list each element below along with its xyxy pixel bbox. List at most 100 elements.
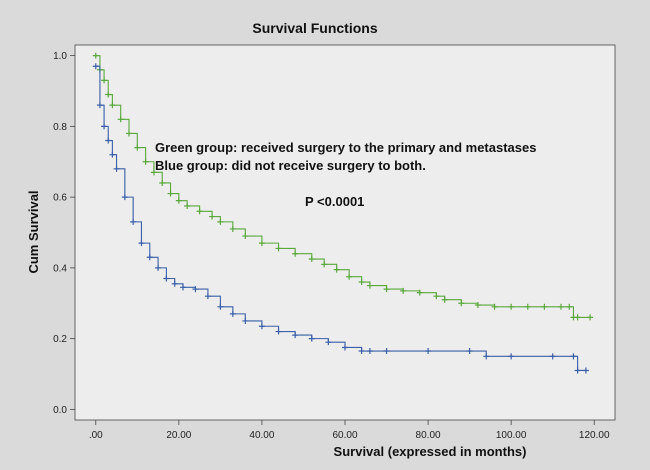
censor-mark-1	[171, 280, 178, 287]
censor-mark-1	[292, 332, 299, 339]
x-tick-label: 120.00	[579, 430, 610, 441]
censor-mark-0	[333, 266, 340, 273]
chart-title: Survival Functions	[252, 20, 377, 36]
censor-mark-0	[458, 300, 465, 307]
y-tick-label: 0.6	[53, 193, 67, 204]
censor-mark-0	[474, 302, 481, 309]
censor-mark-0	[159, 179, 166, 186]
plot-area	[74, 44, 616, 421]
censor-mark-0	[242, 233, 249, 240]
x-axis-label: Survival (expressed in months)	[334, 444, 527, 459]
censor-mark-1	[192, 286, 199, 293]
censor-mark-0	[258, 240, 265, 247]
censor-mark-0	[383, 286, 390, 293]
censor-mark-1	[163, 275, 170, 282]
censor-mark-1	[105, 137, 112, 144]
x-tick-label: 20.00	[166, 430, 191, 441]
censor-mark-1	[570, 353, 577, 360]
censor-mark-1	[217, 303, 224, 310]
censor-mark-0	[167, 190, 174, 197]
censor-mark-1	[508, 353, 515, 360]
censor-mark-0	[184, 202, 191, 209]
censor-mark-0	[366, 282, 373, 289]
censor-mark-0	[346, 273, 353, 280]
censor-mark-0	[126, 130, 132, 137]
x-tick-label: 80.00	[416, 430, 441, 441]
censor-mark-0	[217, 218, 224, 225]
y-tick-label: 0.0	[53, 405, 67, 416]
censor-mark-0	[229, 225, 236, 232]
censor-mark-1	[229, 310, 236, 317]
censor-mark-0	[574, 314, 581, 321]
censor-mark-0	[441, 296, 448, 303]
censor-mark-1	[549, 353, 556, 360]
censor-mark-1	[483, 353, 490, 360]
annotation-blue-group: Blue group: did not receive surgery to b…	[155, 158, 426, 173]
censor-mark-0	[400, 287, 407, 294]
censor-mark-0	[275, 245, 282, 252]
y-axis-label: Cum Survival	[26, 190, 41, 273]
censor-mark-1	[242, 317, 249, 324]
censor-mark-1	[109, 151, 116, 158]
censor-mark-0	[308, 256, 315, 263]
x-tick-label: .00	[89, 430, 103, 441]
censor-mark-1	[308, 335, 315, 342]
censor-mark-1	[582, 367, 589, 374]
censor-mark-0	[508, 303, 515, 310]
censor-mark-0	[558, 303, 564, 310]
censor-mark-0	[101, 77, 108, 84]
censor-mark-1	[146, 254, 153, 261]
censor-mark-1	[204, 293, 211, 300]
censor-mark-1	[138, 240, 145, 247]
censor-mark-1	[180, 284, 186, 291]
censor-mark-0	[433, 293, 440, 300]
censor-mark-1	[325, 339, 332, 346]
censor-mark-1	[258, 323, 265, 330]
censor-mark-0	[150, 169, 157, 176]
annotation-p-value: P <0.0001	[305, 194, 364, 209]
censor-mark-0	[416, 289, 423, 296]
annotation-green-group: Green group: received surgery to the pri…	[155, 140, 536, 155]
censor-mark-1	[96, 102, 103, 109]
censor-mark-1	[574, 367, 581, 374]
x-tick-label: 100.00	[496, 430, 527, 441]
censor-mark-0	[142, 158, 149, 165]
censor-mark-0	[196, 208, 203, 215]
censor-mark-0	[358, 279, 365, 286]
censor-mark-0	[292, 250, 299, 257]
censor-mark-1	[130, 218, 137, 225]
censor-mark-0	[541, 303, 548, 310]
censor-mark-0	[209, 213, 216, 220]
y-tick-label: 0.4	[53, 263, 67, 274]
censor-mark-1	[121, 194, 128, 201]
censor-mark-0	[587, 314, 594, 321]
censor-mark-0	[566, 303, 573, 310]
censor-mark-0	[321, 261, 328, 268]
censor-mark-0	[175, 197, 182, 204]
censor-mark-1	[92, 63, 99, 70]
censor-mark-1	[342, 344, 348, 351]
censor-mark-0	[109, 102, 116, 109]
censor-mark-0	[491, 303, 498, 310]
censor-mark-0	[117, 116, 124, 123]
censor-mark-1	[366, 348, 373, 355]
censor-mark-1	[155, 264, 162, 271]
y-tick-label: 0.2	[53, 334, 67, 345]
censor-mark-1	[425, 348, 432, 355]
censor-mark-1	[275, 328, 282, 335]
x-tick-label: 40.00	[249, 430, 274, 441]
censor-mark-1	[358, 348, 365, 355]
x-tick-label: 60.00	[332, 430, 357, 441]
censor-mark-0	[105, 91, 112, 98]
censor-mark-1	[466, 348, 473, 355]
censor-mark-1	[113, 165, 120, 172]
y-tick-label: 1.0	[53, 51, 67, 62]
y-tick-label: 0.8	[53, 122, 67, 133]
censor-mark-0	[92, 52, 99, 59]
censor-mark-1	[383, 348, 390, 355]
censor-mark-0	[524, 303, 531, 310]
censor-mark-1	[101, 123, 108, 130]
censor-mark-0	[134, 144, 141, 151]
